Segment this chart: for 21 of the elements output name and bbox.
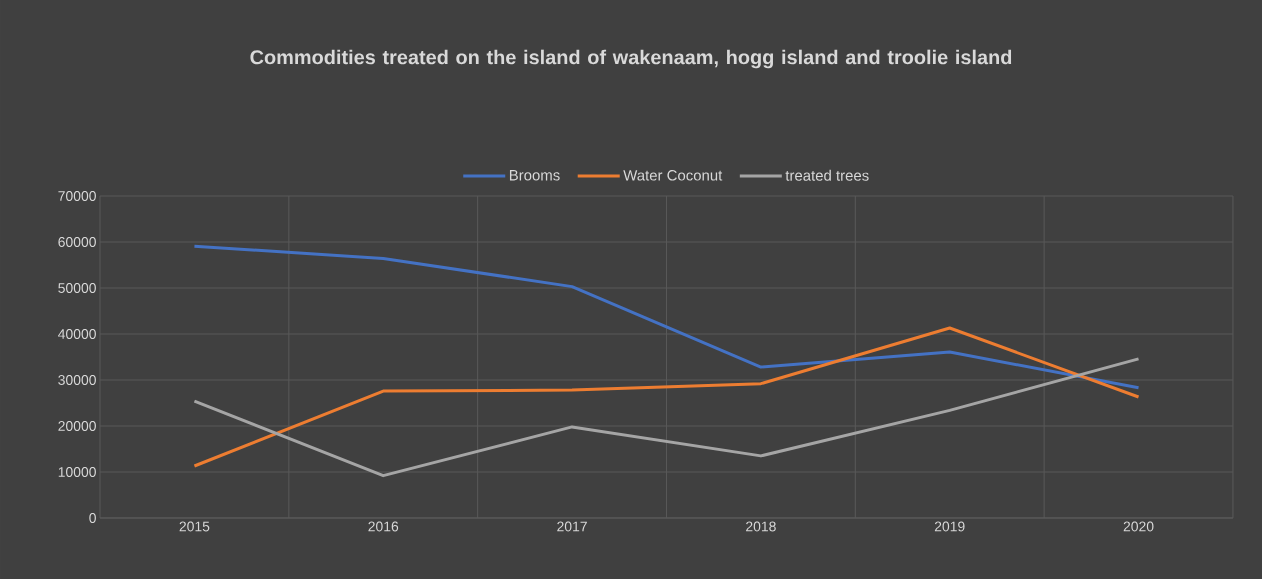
x-tick-label: 2019 [934,521,965,532]
y-tick-label: 40000 [58,329,96,339]
y-tick-label: 50000 [58,283,96,293]
y-tick-label: 70000 [58,191,96,201]
legend-label: treated trees [785,169,869,181]
line-series [192,357,1141,478]
chart-title: Commodities treated on the island of wakenaam, hogg island and troolie island [250,49,1012,69]
y-tick-label: 0 [89,513,96,523]
x-tick-label: 2018 [746,521,776,532]
line-series [192,326,1141,468]
legend-label: Brooms [509,170,560,181]
x-tick-label: 2015 [179,521,210,532]
y-tick-label: 60000 [58,237,96,247]
x-tick-label: 2016 [368,521,399,532]
y-tick-label: 30000 [58,375,96,385]
x-tick-label: 2020 [1123,521,1154,532]
legend-label: Water Coconut [623,170,723,181]
line-series [192,244,1141,390]
y-tick-label: 10000 [58,467,96,477]
x-tick-label: 2017 [557,521,587,532]
y-tick-label: 20000 [58,421,96,431]
